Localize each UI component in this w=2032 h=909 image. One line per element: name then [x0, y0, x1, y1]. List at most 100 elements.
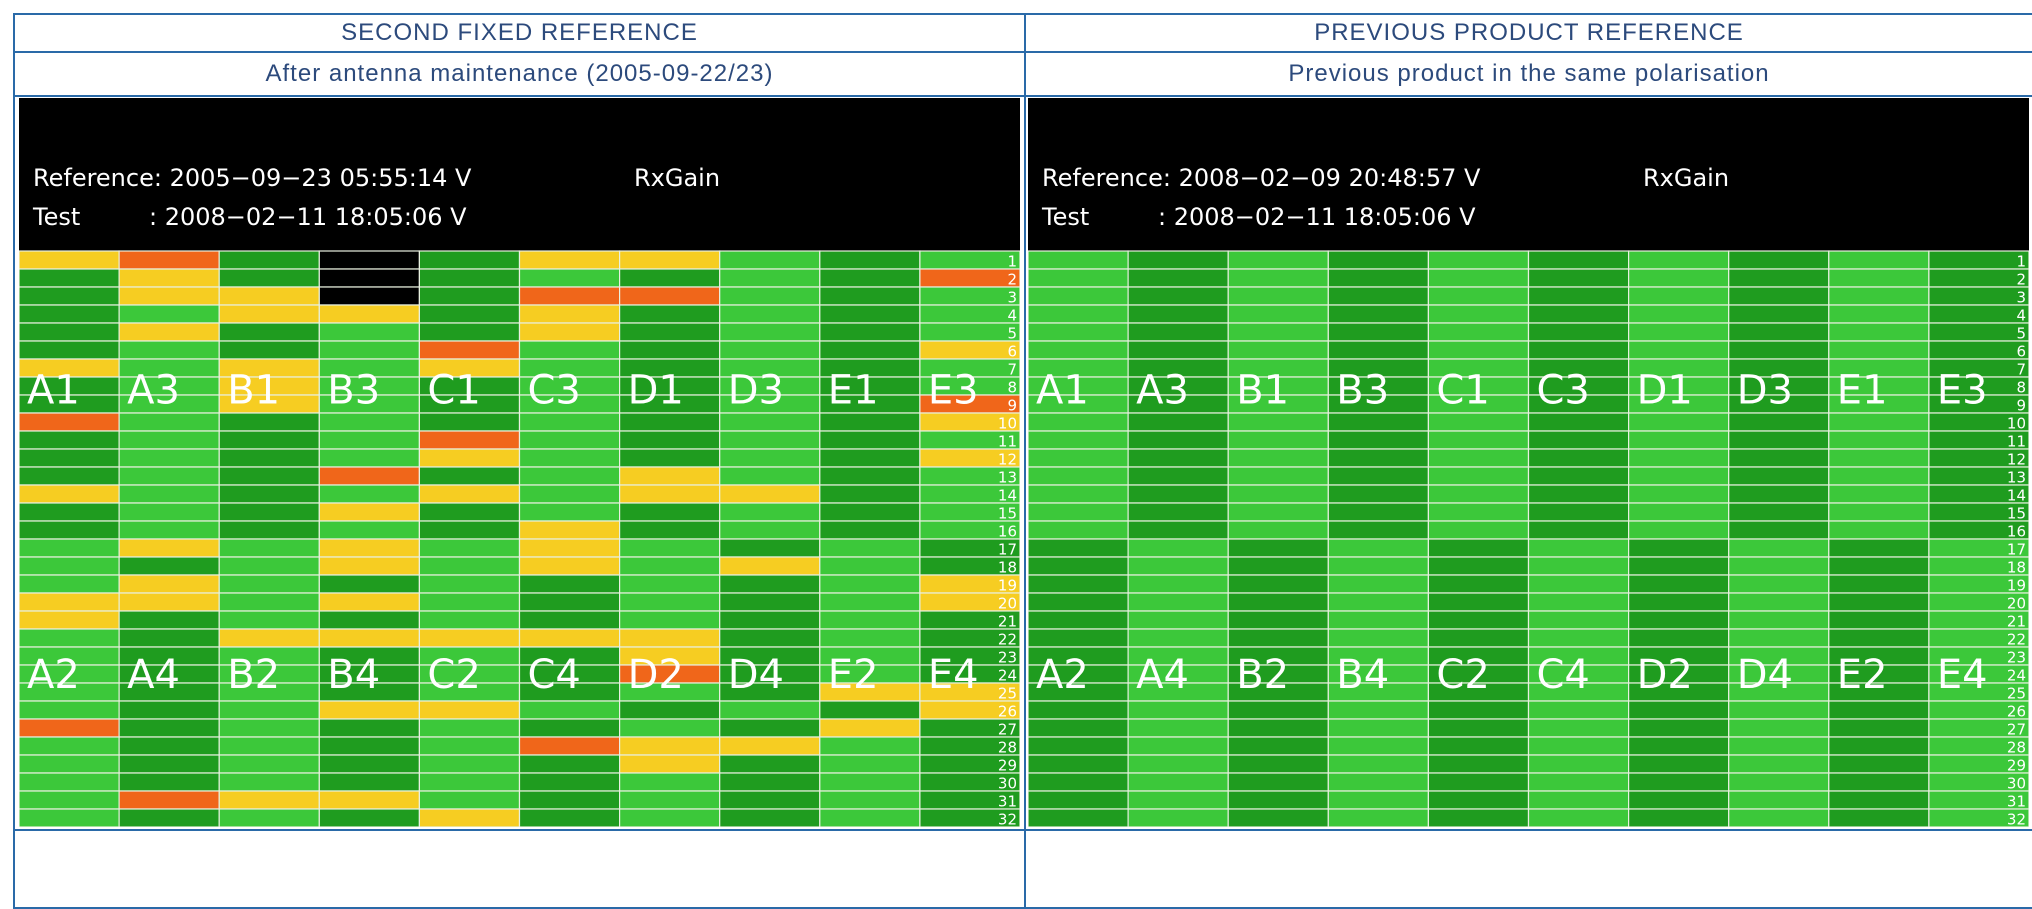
- row-label: 30: [998, 774, 1017, 792]
- row-label: 7: [2016, 360, 2026, 378]
- cell: [318, 556, 420, 576]
- cell: [1227, 808, 1329, 827]
- cell: [618, 718, 721, 738]
- cell: [418, 772, 521, 792]
- cell: [1227, 340, 1329, 360]
- cell: [819, 700, 921, 720]
- cell: [1227, 592, 1329, 612]
- cell: [1828, 592, 1930, 612]
- cell: [1828, 340, 1930, 360]
- cell: [1828, 628, 1930, 648]
- row-label: 17: [2007, 540, 2026, 558]
- cell: [218, 448, 320, 468]
- cell: [819, 718, 921, 738]
- row-label: 25: [2007, 684, 2026, 702]
- cell: [518, 736, 621, 756]
- row-label: 24: [998, 666, 1017, 684]
- column-label: A1: [1036, 368, 1089, 414]
- cell: [418, 592, 521, 612]
- cell: [1627, 754, 1730, 774]
- cell: [1728, 448, 1830, 468]
- column-label: C2: [427, 652, 480, 698]
- cell: [1028, 340, 1129, 360]
- empty-cell: [13, 829, 1026, 909]
- cell: [1327, 574, 1429, 594]
- cell: [1828, 772, 1930, 792]
- cell: [318, 628, 420, 648]
- cell: [19, 628, 120, 648]
- cell: [819, 736, 921, 756]
- cell: [218, 772, 320, 792]
- column-label: A3: [1136, 368, 1189, 414]
- cell: [118, 466, 220, 486]
- row-label: 12: [2007, 450, 2026, 468]
- cell: [318, 790, 420, 810]
- cell: [118, 484, 220, 504]
- cell: [118, 268, 220, 288]
- cell: [1427, 502, 1530, 522]
- cell: [618, 286, 721, 306]
- cell: [1127, 718, 1229, 738]
- column-label: D4: [728, 652, 784, 698]
- cell: [1127, 322, 1229, 342]
- cell: [1227, 268, 1329, 288]
- cell: [618, 250, 721, 270]
- cell: [1028, 502, 1129, 522]
- cell: [1828, 808, 1930, 827]
- cell: [518, 556, 621, 576]
- cell: [719, 700, 821, 720]
- column-label: C2: [1436, 652, 1489, 698]
- cell: [1627, 322, 1730, 342]
- cell: [719, 808, 821, 827]
- cell: [1527, 628, 1630, 648]
- column-label: C4: [1537, 652, 1590, 698]
- cell: [118, 772, 220, 792]
- cell: [1127, 772, 1229, 792]
- cell: [1627, 250, 1730, 270]
- cell: [1828, 484, 1930, 504]
- column-label: D4: [1737, 652, 1793, 698]
- cell: [318, 718, 420, 738]
- cell: [19, 808, 120, 827]
- cell: [118, 250, 220, 270]
- cell: [1728, 484, 1830, 504]
- cell: [118, 610, 220, 630]
- cell: [1627, 700, 1730, 720]
- cell: [1627, 628, 1730, 648]
- cell: [1427, 466, 1530, 486]
- row-label: 13: [2007, 468, 2026, 486]
- row-label: 26: [998, 702, 1017, 720]
- cell: [618, 556, 721, 576]
- row-label: 25: [998, 684, 1017, 702]
- cell: [318, 538, 420, 558]
- cell: [1127, 412, 1229, 432]
- row-label: 10: [998, 414, 1017, 432]
- cell: [1828, 718, 1930, 738]
- cell: [1028, 700, 1129, 720]
- row-label: 11: [998, 432, 1017, 450]
- cell: [1928, 250, 2029, 270]
- row-label: 4: [2016, 306, 2026, 324]
- cell: [1828, 556, 1930, 576]
- cell: [618, 484, 721, 504]
- cell: [1728, 340, 1830, 360]
- black-header: [1028, 98, 2029, 251]
- row-label: 15: [2007, 504, 2026, 522]
- cell: [518, 772, 621, 792]
- cell: [1627, 574, 1730, 594]
- row-label: 21: [2007, 612, 2026, 630]
- cell: [1227, 718, 1329, 738]
- cell: [1728, 466, 1830, 486]
- cell: [1527, 484, 1630, 504]
- cell: [919, 286, 1020, 306]
- cell: [1427, 700, 1530, 720]
- cell: [19, 718, 120, 738]
- cell: [618, 466, 721, 486]
- row-label: 32: [2007, 810, 2026, 827]
- cell: [1227, 610, 1329, 630]
- cell: [1127, 466, 1229, 486]
- column-label: A3: [127, 368, 180, 414]
- row-label: 29: [2007, 756, 2026, 774]
- cell: [618, 412, 721, 432]
- cell: [218, 268, 320, 288]
